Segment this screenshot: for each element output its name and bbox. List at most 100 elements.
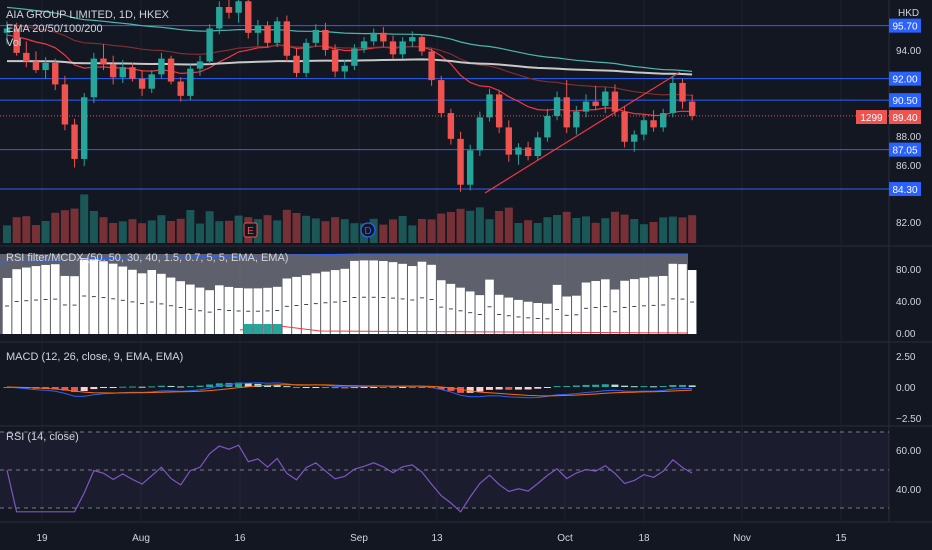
macd-histogram-bar [119,386,127,388]
candle-body [23,52,30,62]
volume-bar [157,215,166,243]
macd-histogram-bar [640,386,648,388]
candle-body [90,58,98,98]
volume-bar [109,223,118,243]
volume-bar [321,221,330,243]
macd-legend[interactable]: MACD (12, 26, close, 9, EMA, EMA) [6,351,184,363]
candle-body [679,82,686,102]
level-tag-label: 84.30 [892,185,917,196]
macd-histogram-bar [582,384,590,387]
trend-line[interactable] [484,71,681,194]
volume-bar [649,222,658,243]
level-tag-label: 92.00 [892,75,917,86]
macd-histogram-bar [186,386,194,388]
dividend-marker[interactable]: D [360,222,376,238]
volume-bar [282,209,291,243]
macd-histogram-bar [418,387,426,388]
volume-bar [292,213,301,243]
rsi-legend[interactable]: RSI (14, close) [6,431,79,443]
time-axis[interactable]: 19 Aug 16 Sep 13 Oct 18 Nov 15 [36,533,847,544]
volume-bar [437,213,446,243]
mcdx-upper-line [0,253,688,263]
macd-histogram-bar [293,387,300,388]
candle-body [640,120,648,135]
volume-bar [610,211,619,243]
volume-bar [543,217,552,243]
candle-body [61,84,69,125]
time-label: 16 [234,533,246,544]
candle-body [331,50,339,72]
candle-body [457,138,464,185]
price-tick: 88.00 [896,132,921,143]
macd-histogram-bar [235,382,243,387]
volume-bar [205,211,214,243]
volume-legend[interactable]: Vol [6,37,22,49]
time-label: Oct [557,533,573,544]
macd-histogram-bar [350,387,358,389]
volume-bar [514,223,523,243]
candle-body [235,1,242,13]
candle-body [100,58,107,65]
price-level-tags: 95.70 92.00 90.50 87.05 84.30 [889,18,921,197]
volume-bar [70,208,79,243]
candle-body [486,94,493,118]
volume-bar [12,217,21,243]
candle-body [534,137,541,157]
macd-histogram-bar [659,385,667,387]
level-tag [889,93,921,108]
volume-bar [253,219,262,243]
mcdx-green-bar [243,324,253,334]
macd-histogram-bar [51,387,59,390]
candle-body [582,101,590,112]
rsi-filter-legend[interactable]: RSI filter/MCDX (50, 50, 30, 40, 1.5, 0.… [6,252,289,264]
volume-bar [466,210,475,243]
ema200-line [7,58,693,76]
volume-bar [475,207,484,243]
volume-bar [128,219,137,243]
candle-body [264,25,271,43]
macd-histogram-bar [157,385,165,387]
volume-bar [398,216,407,243]
macd-histogram-bar [273,385,281,387]
macd-histogram-bar [495,387,503,390]
candle-body [563,97,570,128]
time-label: 15 [835,533,847,544]
time-label: Sep [350,533,368,544]
candle-body [380,32,387,42]
candle-body [3,28,11,33]
level-tag [889,71,921,86]
volume-bar [186,210,195,243]
candle-body [428,51,435,81]
time-label: Aug [132,533,150,544]
macd-histogram-bar [312,387,320,388]
volume-bar [688,215,697,243]
candle-body [515,147,522,155]
volume-bar [167,221,176,243]
volume-bar [379,224,388,243]
macd-histogram-bar [206,384,214,387]
candle-body [650,120,657,128]
mcdx-histogram [0,253,697,334]
volume-bar [485,219,494,243]
rsi-band [0,432,889,508]
macd-histogram-bar [264,384,272,387]
candle-body [216,7,223,29]
candle-body [553,97,561,116]
macd-histogram-bar [331,387,339,389]
candle-body [602,91,609,106]
earnings-marker[interactable]: E [243,222,258,238]
volume-bar [562,211,571,243]
volume-bar [659,217,668,243]
rsi-pane [6,444,693,513]
macd-histogram-bar [650,386,658,388]
candle-body [245,1,252,33]
volume-bar [350,223,359,243]
volume-bar [417,219,426,243]
ema50-line [6,23,693,97]
level-tag-label: 90.50 [892,96,917,107]
macd-histogram-bar [466,387,474,393]
macd-histogram-bar [592,384,600,387]
ema-legend[interactable]: EMA 20/50/100/200 [6,23,103,35]
symbol-title[interactable]: AIA GROUP LIMITED, 1D, HKEX [6,9,170,21]
